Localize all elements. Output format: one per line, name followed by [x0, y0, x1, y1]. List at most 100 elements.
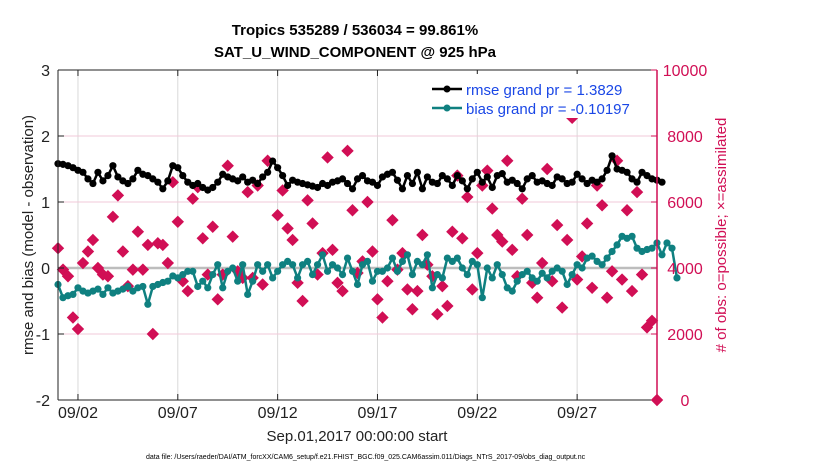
- rmse-point: [164, 177, 172, 185]
- rmse-point: [239, 173, 247, 181]
- rmse-point: [154, 178, 162, 186]
- rmse-point: [453, 172, 461, 180]
- obs-marker: [76, 256, 90, 270]
- legend-rmse-swatch-marker: [443, 85, 451, 93]
- obs-marker: [61, 270, 75, 283]
- bias-point: [478, 294, 486, 302]
- y-tick-label-right: 6000: [667, 195, 703, 212]
- rmse-point: [358, 172, 367, 180]
- bias-point: [538, 269, 546, 277]
- rmse-point: [483, 173, 491, 181]
- rmse-point: [373, 181, 382, 190]
- bias-point: [184, 267, 192, 275]
- rmse-point: [408, 179, 417, 188]
- obs-marker: [401, 283, 414, 296]
- obs-marker: [71, 322, 85, 336]
- y-tick-label: -2: [36, 393, 50, 410]
- bias-series: [54, 232, 681, 308]
- rmse-point: [109, 162, 117, 170]
- bias-point: [508, 287, 516, 295]
- rmse-point: [99, 177, 107, 185]
- axes: [57, 69, 658, 401]
- chart-subtitle: SAT_U_WIND_COMPONENT @ 925 hPa: [214, 44, 497, 61]
- obs-marker: [346, 204, 359, 217]
- obs-marker: [486, 202, 499, 215]
- obs-marker: [466, 283, 479, 296]
- bias-point: [269, 274, 277, 282]
- x-tick-label: 09/27: [557, 405, 597, 422]
- y-tick-label: 2: [41, 129, 50, 146]
- bias-point: [533, 277, 541, 285]
- rmse-point: [528, 172, 536, 180]
- obs-marker: [301, 194, 314, 207]
- rmse-point: [518, 185, 526, 193]
- obs-marker: [381, 274, 394, 288]
- obs-marker: [206, 220, 219, 233]
- obs-marker: [386, 213, 399, 227]
- obs-marker: [171, 215, 185, 229]
- chart-title: Tropics 535289 / 536034 = 99.861%: [232, 22, 478, 39]
- rmse-point: [104, 172, 112, 180]
- bias-point: [214, 261, 222, 269]
- obs-marker: [321, 151, 334, 164]
- bias-point: [483, 264, 491, 272]
- obs-marker: [181, 284, 194, 298]
- obs-marker: [241, 185, 254, 199]
- rmse-point: [194, 179, 202, 188]
- rmse-point: [633, 178, 641, 186]
- rmse-point: [548, 181, 556, 190]
- obs-marker: [116, 245, 130, 258]
- x-tick-label: 09/12: [258, 405, 298, 422]
- bias-point: [289, 261, 297, 269]
- obs-marker: [521, 228, 534, 242]
- rmse-point: [458, 177, 466, 185]
- bias-point: [318, 251, 327, 259]
- rmse-point: [79, 168, 87, 176]
- bias-point: [393, 267, 402, 275]
- obs-marker: [296, 294, 309, 308]
- y-tick-label: -1: [36, 327, 50, 344]
- bias-point: [428, 284, 436, 292]
- obs-marker: [196, 232, 209, 245]
- obs-marker: [456, 232, 469, 245]
- rmse-point: [443, 175, 451, 183]
- rmse-point: [393, 176, 402, 184]
- obs-marker: [156, 238, 170, 252]
- rmse-series: [54, 152, 666, 194]
- obs-marker: [595, 199, 609, 212]
- x-tick-label: 09/22: [457, 405, 497, 422]
- obs-marker: [530, 291, 544, 304]
- obs-marker: [306, 217, 319, 230]
- bias-point: [244, 290, 252, 298]
- rmse-point: [129, 175, 137, 183]
- obs-marker: [605, 265, 619, 278]
- x-tick-label: 09/17: [357, 405, 397, 422]
- bias-point: [308, 271, 317, 279]
- data-file-footnote: data file: /Users/raeder/DAI/ATM_forcXX/…: [146, 454, 586, 461]
- bias-point: [313, 261, 322, 269]
- bias-point: [353, 280, 362, 289]
- bias-point: [124, 282, 132, 291]
- bias-point: [249, 277, 257, 285]
- bias-point: [418, 261, 426, 269]
- bias-point: [563, 280, 571, 289]
- bias-point: [194, 282, 202, 291]
- bias-point: [274, 267, 282, 275]
- legend-box: [424, 74, 656, 118]
- obs-marker: [550, 218, 564, 232]
- bias-point: [323, 267, 332, 275]
- bias-point: [343, 254, 352, 262]
- obs-marker: [86, 233, 100, 247]
- bias-point: [453, 254, 461, 262]
- rmse-point: [398, 185, 407, 193]
- obs-marker: [555, 301, 569, 314]
- bias-point: [139, 282, 147, 291]
- obs-marker: [625, 284, 639, 298]
- obs-marker: [516, 192, 529, 205]
- bias-point: [523, 267, 531, 275]
- obs-marker: [496, 235, 509, 248]
- bias-point: [333, 264, 342, 272]
- obs-marker: [361, 195, 374, 209]
- rmse-point: [343, 179, 352, 188]
